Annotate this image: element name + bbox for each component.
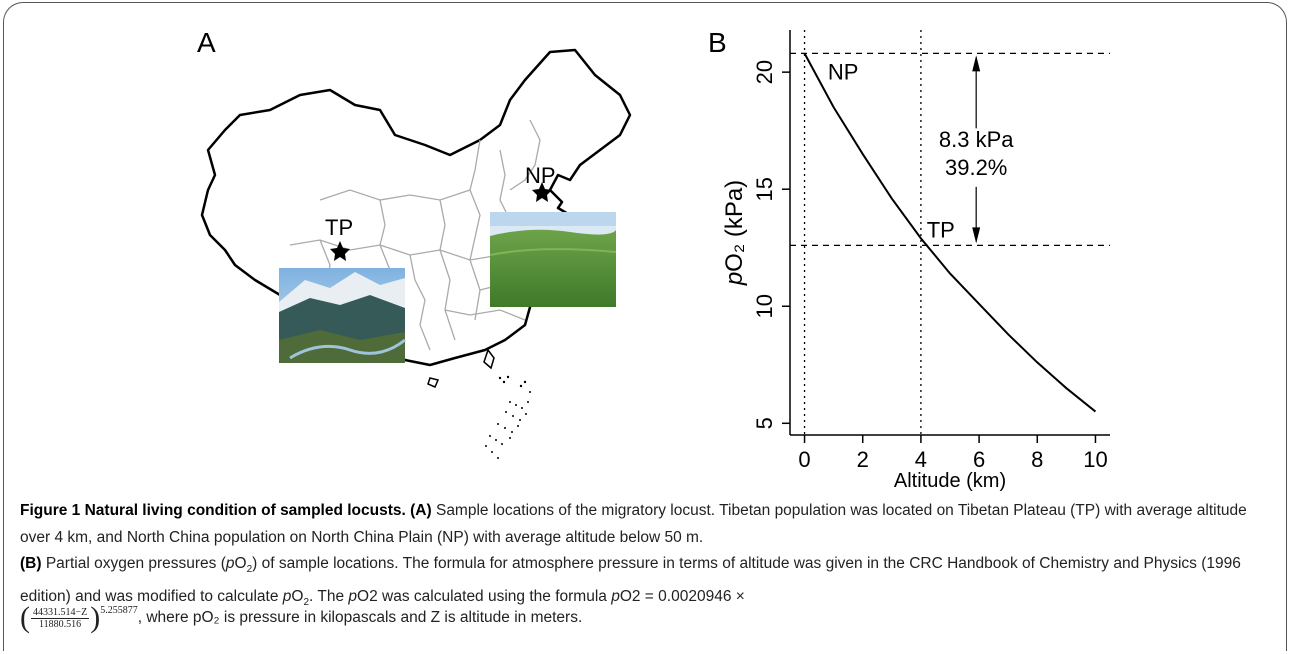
panel-a-label: A xyxy=(197,27,216,58)
x-tick-label: 4 xyxy=(915,447,927,472)
caption-b-text-5: O2 was calculated using the formula xyxy=(357,587,612,605)
formula-exponent: 5.255877 xyxy=(100,605,138,616)
x-tick-label: 6 xyxy=(973,447,985,472)
caption-b-text-3: ) of sample locations. The formula for a… xyxy=(20,555,1241,605)
china-map: NP TP xyxy=(200,48,632,459)
taiwan-island xyxy=(483,348,495,370)
tp-map-label: TP xyxy=(325,215,353,240)
np-map-label: NP xyxy=(525,163,556,188)
figure-caption: Figure 1 Natural living condition of sam… xyxy=(20,498,1275,616)
caption-b-text-1: Partial oxygen pressures ( xyxy=(41,555,226,572)
north-china-plain-photo xyxy=(489,212,617,307)
map-outline xyxy=(200,48,632,367)
caption-p-italic: p xyxy=(225,555,235,572)
caption-b-tag: (B) xyxy=(20,555,42,572)
np-star-icon xyxy=(532,182,552,202)
caption-p-italic-4: p xyxy=(611,587,620,605)
formula-tail: , where pO₂ is pressure in kilopascals a… xyxy=(137,609,583,626)
formula-denominator: 11880.516 xyxy=(39,618,82,630)
x-tick-label: 8 xyxy=(1031,447,1043,472)
x-tick-label: 10 xyxy=(1083,447,1107,472)
caption-p-italic-3: p xyxy=(348,587,358,605)
y-tick-label: 10 xyxy=(752,294,777,318)
x-axis-label: Altitude (km) xyxy=(894,470,1006,492)
x-tick-label: 0 xyxy=(798,447,810,472)
tibetan-plateau-photo xyxy=(279,268,406,363)
caption-a-tag: (A) xyxy=(410,502,432,519)
figure-frame xyxy=(3,2,1287,651)
tp-chart-label: TP xyxy=(927,217,955,242)
arrow-head-up-icon xyxy=(972,55,981,72)
po2-curve xyxy=(803,52,1097,413)
y-tick-label: 15 xyxy=(752,177,777,201)
caption-b-text-4: . The xyxy=(309,587,349,605)
arrow-head-down-icon xyxy=(972,227,981,244)
tp-star-icon xyxy=(330,241,350,261)
panel-b-label: B xyxy=(708,27,727,58)
formula-numerator: 44331.514−Z xyxy=(31,606,90,619)
po2-altitude-chart: 0 2 4 6 8 10 5 10 15 20 Altitude (km) pO₂ (kPa) NP TP… xyxy=(721,30,1110,492)
diff-pct-label: 39.2% xyxy=(945,155,1007,180)
south-sea-islands xyxy=(485,375,531,459)
np-chart-label: NP xyxy=(828,59,859,84)
diff-abs-label: 8.3 kPa xyxy=(939,127,1014,152)
y-tick-label: 20 xyxy=(752,60,777,84)
caption-p-italic-2: p xyxy=(282,587,292,605)
caption-b-text-6: O2 = 0.0020946 × xyxy=(619,587,745,605)
formula-fraction: 44331.514−Z 11880.516 xyxy=(31,606,90,630)
caption-o-2: O xyxy=(291,587,304,605)
x-tick-label: 2 xyxy=(857,447,869,472)
caption-title: Figure 1 Natural living condition of sam… xyxy=(20,502,406,519)
caption-o: O xyxy=(234,555,247,572)
y-tick-label: 5 xyxy=(752,417,777,429)
caption-sub-2b: 2 xyxy=(303,596,310,608)
formula-line: ( 44331.514−Z 11880.516 ) 5.255877 , whe… xyxy=(20,601,583,634)
caption-sub-2: 2 xyxy=(246,564,253,576)
caption-a-text: Sample locations of the migratory locust… xyxy=(20,502,1247,546)
y-axis-label: pO₂ (kPa) xyxy=(721,180,748,286)
hainan-island xyxy=(427,377,440,388)
